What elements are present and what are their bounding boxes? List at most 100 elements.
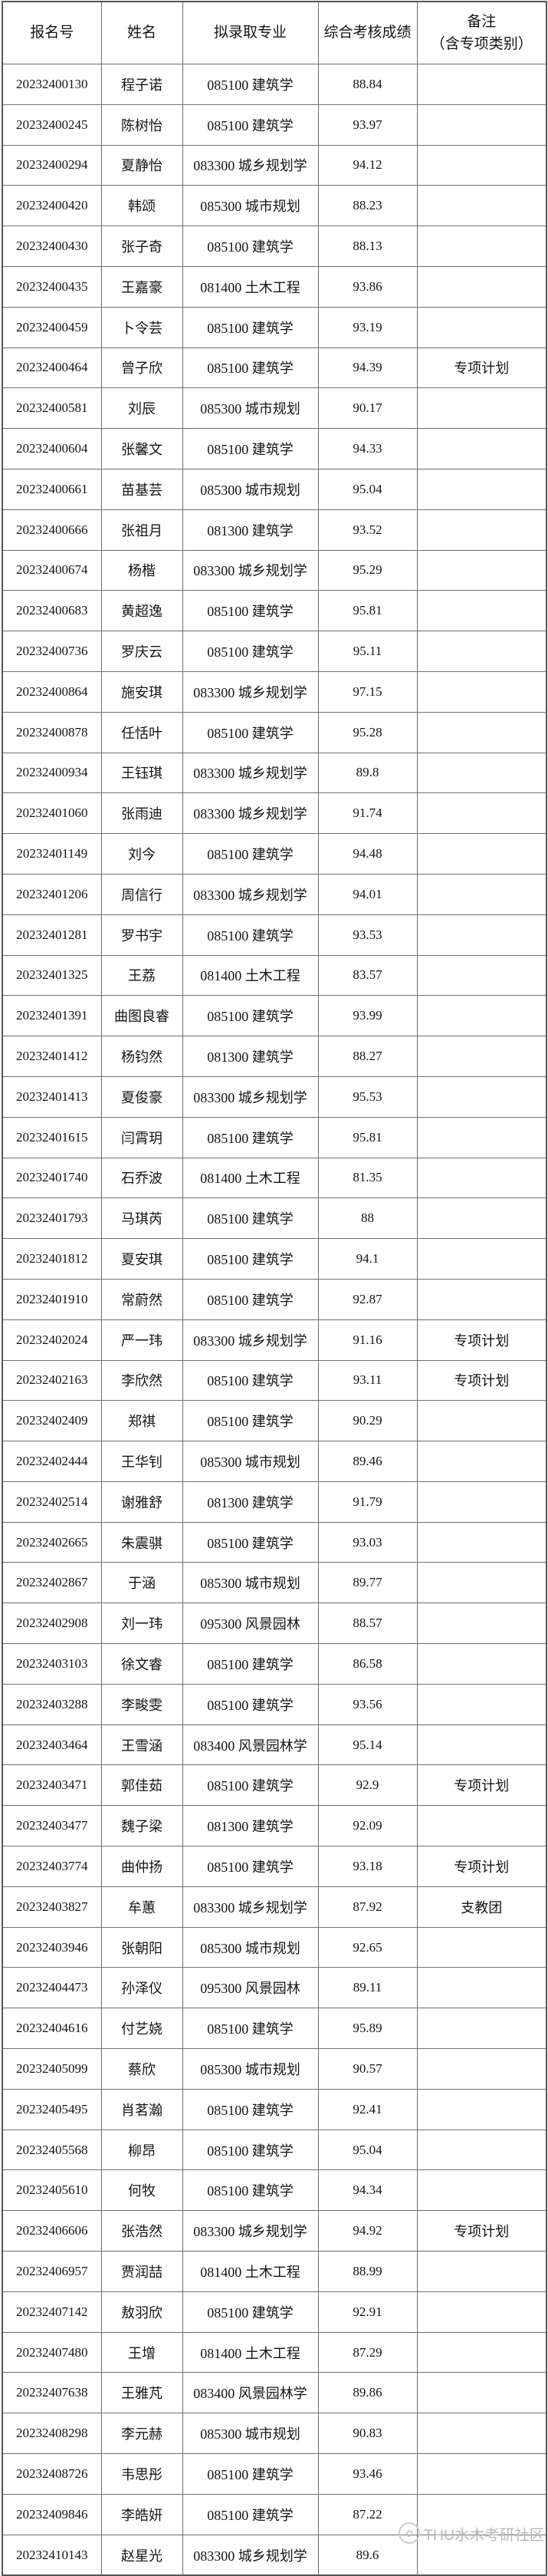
cell-assessment-score: 97.15 xyxy=(317,670,418,713)
cell-name: 罗书宇 xyxy=(100,914,183,956)
cell-proposed-major: 085100 建筑学 xyxy=(182,347,319,389)
table-row: 20232400604 张馨文 085100 建筑学 94.33 xyxy=(2,428,547,469)
table-row: 20232401325 王荔 081400 土木工程 83.57 xyxy=(2,954,547,996)
cell-name: 刘一玮 xyxy=(100,1603,183,1645)
cell-proposed-major: 085100 建筑学 xyxy=(182,711,319,753)
cell-assessment-score: 95.04 xyxy=(317,468,418,510)
cell-registration-number: 20232400464 xyxy=(2,347,102,389)
cell-name: 贾润喆 xyxy=(100,2251,183,2292)
cell-registration-number: 20232400736 xyxy=(2,631,102,672)
cell-proposed-major: 085300 城市规划 xyxy=(182,468,319,510)
cell-proposed-major: 085100 建筑学 xyxy=(182,2088,319,2130)
cell-proposed-major: 085100 建筑学 xyxy=(182,1683,319,1725)
cell-remark xyxy=(416,833,547,875)
cell-proposed-major: 085100 建筑学 xyxy=(182,2453,319,2495)
cell-remark xyxy=(416,2251,547,2292)
cell-assessment-score: 95.81 xyxy=(317,590,418,632)
table-row: 20232402867 于涵 085300 城市规划 89.77 xyxy=(2,1562,547,1604)
cell-remark: 专项计划 xyxy=(416,1846,547,1887)
cell-remark xyxy=(416,1197,547,1240)
cell-registration-number: 20232401325 xyxy=(2,954,102,996)
cell-remark xyxy=(416,995,547,1037)
cell-assessment-score: 94.34 xyxy=(317,2169,418,2212)
table-row: 20232401615 闫霄玥 085100 建筑学 95.81 xyxy=(2,1116,547,1158)
cell-name: 王增 xyxy=(100,2331,183,2373)
cell-remark xyxy=(416,509,547,551)
cell-registration-number: 20232405568 xyxy=(2,2129,102,2171)
cell-name: 夏俊豪 xyxy=(100,1076,183,1118)
cell-proposed-major: 085100 建筑学 xyxy=(182,226,319,267)
cell-proposed-major: 081400 土木工程 xyxy=(182,2251,319,2292)
cell-remark xyxy=(416,104,547,146)
cell-assessment-score: 88.84 xyxy=(317,64,418,105)
cell-registration-number: 20232400674 xyxy=(2,549,102,591)
cell-name: 李皓妍 xyxy=(100,2493,183,2535)
cell-registration-number: 20232410143 xyxy=(2,2534,102,2576)
cell-remark xyxy=(416,2048,547,2090)
cell-proposed-major: 085100 建筑学 xyxy=(182,2129,319,2171)
cell-registration-number: 20232401615 xyxy=(2,1116,102,1158)
cell-name: 李畯雯 xyxy=(100,1683,183,1725)
cell-registration-number: 20232403103 xyxy=(2,1643,102,1685)
cell-registration-number: 20232403464 xyxy=(2,1724,102,1766)
cell-remark xyxy=(416,873,547,915)
cell-registration-number: 20232402444 xyxy=(2,1441,102,1482)
cell-remark xyxy=(416,185,547,227)
table-row: 20232403477 魏子梁 081300 建筑学 92.09 xyxy=(2,1805,547,1847)
cell-registration-number: 20232403288 xyxy=(2,1683,102,1725)
cell-proposed-major: 083300 城乡规划学 xyxy=(182,2210,319,2252)
cell-remark xyxy=(416,1805,547,1847)
cell-remark xyxy=(416,1278,547,1320)
header-registration-number: 报名号 xyxy=(2,1,102,64)
cell-proposed-major: 085100 建筑学 xyxy=(182,2169,319,2212)
cell-remark xyxy=(416,1603,547,1645)
cell-proposed-major: 085100 建筑学 xyxy=(182,1521,319,1563)
cell-assessment-score: 89.8 xyxy=(317,752,418,794)
watermark: ✿ THU水木考研社区 xyxy=(395,2519,544,2547)
cell-registration-number: 20232405610 xyxy=(2,2169,102,2212)
cell-remark xyxy=(416,1238,547,1280)
cell-name: 陈树怡 xyxy=(100,104,183,146)
table-row: 20232403827 牟蕙 083300 城乡规划学 87.92 支教团 xyxy=(2,1886,547,1928)
table-row: 20232401206 周信行 083300 城乡规划学 94.01 xyxy=(2,873,547,915)
cell-remark xyxy=(416,954,547,996)
cell-name: 张子奇 xyxy=(100,226,183,267)
cell-assessment-score: 94.01 xyxy=(317,873,418,915)
cell-name: 付艺娆 xyxy=(100,2008,183,2050)
cell-name: 王华钊 xyxy=(100,1441,183,1482)
cell-remark xyxy=(416,226,547,267)
cell-assessment-score: 94.48 xyxy=(317,833,418,875)
cell-name: 苗基芸 xyxy=(100,468,183,510)
cell-assessment-score: 94.33 xyxy=(317,428,418,469)
cell-registration-number: 20232401206 xyxy=(2,873,102,915)
cell-name: 周信行 xyxy=(100,873,183,915)
cell-registration-number: 20232402409 xyxy=(2,1400,102,1442)
cell-remark xyxy=(416,1926,547,1968)
cell-name: 牟蕙 xyxy=(100,1886,183,1928)
cell-remark xyxy=(416,914,547,956)
cell-assessment-score: 90.57 xyxy=(317,2048,418,2090)
table-row: 20232408298 李元赫 085300 城市规划 90.83 xyxy=(2,2413,547,2455)
cell-assessment-score: 95.04 xyxy=(317,2129,418,2171)
cell-name: 曾子欣 xyxy=(100,347,183,389)
table-row: 20232402665 朱震骐 085100 建筑学 93.03 xyxy=(2,1521,547,1563)
cell-remark xyxy=(416,2534,547,2576)
cell-proposed-major: 081300 建筑学 xyxy=(182,1036,319,1077)
table-row: 20232401793 马琪芮 085100 建筑学 88 xyxy=(2,1197,547,1240)
cell-registration-number: 20232403946 xyxy=(2,1926,102,1968)
cell-proposed-major: 083300 城乡规划学 xyxy=(182,670,319,713)
cell-registration-number: 20232401149 xyxy=(2,833,102,875)
table-row: 20232400130 程子诺 085100 建筑学 88.84 xyxy=(2,64,547,105)
cell-remark xyxy=(416,711,547,753)
cell-assessment-score: 91.74 xyxy=(317,792,418,835)
cell-proposed-major: 083300 城乡规划学 xyxy=(182,1886,319,1928)
cell-remark: 专项计划 xyxy=(416,2210,547,2252)
cell-proposed-major: 085300 城市规划 xyxy=(182,1441,319,1482)
table-row: 20232407480 王增 081400 土木工程 87.29 xyxy=(2,2331,547,2373)
cell-name: 张馨文 xyxy=(100,428,183,469)
cell-assessment-score: 92.9 xyxy=(317,1764,418,1807)
cell-assessment-score: 92.41 xyxy=(317,2088,418,2130)
cell-name: 王荔 xyxy=(100,954,183,996)
table-row: 20232403288 李畯雯 085100 建筑学 93.56 xyxy=(2,1683,547,1725)
